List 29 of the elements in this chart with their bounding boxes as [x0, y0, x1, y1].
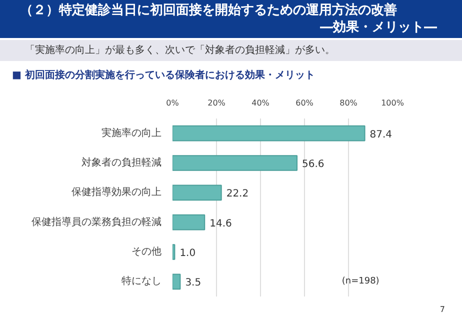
- y-tick-label: 実施率の向上: [102, 126, 162, 139]
- y-tick-label: 特になし: [122, 275, 162, 288]
- text: ■ 初回面接の分割実施を行っている保険者における効果・メリット: [11, 68, 316, 83]
- chart-subtitle: 「実施率の向上」が最も多く、次いで「対象者の負担軽減」が多い。: [0, 40, 462, 61]
- y-tick-label: 保健指導効果の向上: [72, 186, 162, 198]
- annotation: (n=198): [342, 276, 380, 287]
- data-label: 56.6: [302, 159, 324, 170]
- data-label: 3.5: [185, 278, 202, 289]
- y-tick-label: その他: [132, 246, 162, 258]
- data-label: 14.6: [210, 218, 232, 230]
- x-tick-label: 80%: [340, 98, 358, 108]
- data-label: 1.0: [180, 248, 196, 259]
- data-label: 87.4: [370, 129, 392, 140]
- y-tick-label: 対象者の負担軽減: [82, 156, 162, 168]
- bar: [172, 274, 181, 290]
- x-tick-label: 20%: [208, 98, 226, 108]
- bar: [172, 125, 366, 142]
- x-tick-label: 0%: [166, 98, 180, 108]
- bar: [172, 214, 206, 230]
- x-tick-label: 40%: [252, 98, 270, 108]
- bar: [172, 244, 176, 260]
- x-tick-label: 60%: [296, 98, 314, 108]
- text: 7: [438, 304, 445, 316]
- bar: [172, 155, 298, 171]
- y-tick-label: 保健指導員の業務負担の軽減: [32, 216, 162, 228]
- chart-title: （２）特定健診当日に初回面接を開始するための運用方法の改善 ―効果・メリット―: [0, 2, 462, 36]
- data-label: 22.2: [226, 188, 249, 200]
- bar: [172, 184, 222, 201]
- x-tick-label: 100%: [381, 98, 404, 108]
